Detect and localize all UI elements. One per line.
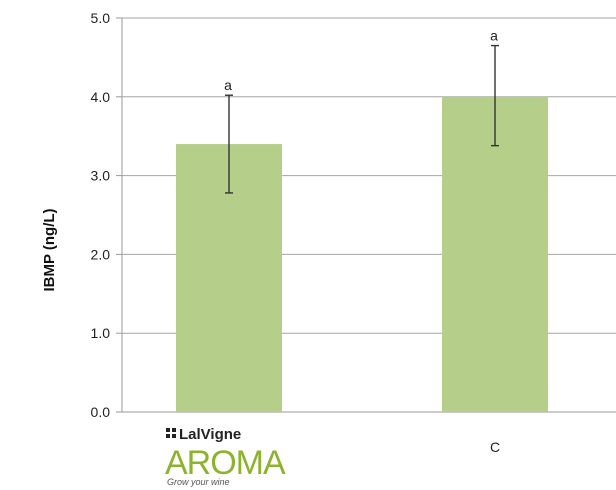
- y-tick-label: 1.0: [91, 325, 111, 341]
- significance-letter: a: [224, 77, 232, 93]
- y-axis-label: IBMP (ng/L): [41, 208, 58, 291]
- logo-brand-top: LalVigne: [179, 426, 241, 443]
- category-logo: LalVigne AROMA Grow your wine: [165, 426, 287, 487]
- y-axis-ticks: 0.0 1.0 2.0 3.0 4.0 5.0: [91, 10, 122, 420]
- error-bars: [225, 44, 499, 194]
- lalvigne-mark-icon: [166, 428, 176, 438]
- category-label-c: C: [490, 439, 500, 455]
- y-tick-label: 0.0: [91, 404, 111, 420]
- y-tick-label: 2.0: [91, 246, 111, 262]
- y-tick-label: 3.0: [91, 168, 111, 184]
- significance-letter: a: [490, 28, 498, 44]
- bar: [442, 96, 548, 413]
- logo-brand-main: AROMA: [165, 444, 286, 482]
- y-tick-label: 4.0: [91, 89, 111, 105]
- y-tick-label: 5.0: [91, 10, 111, 26]
- significance-letters: aa: [224, 28, 498, 94]
- logo-tagline: Grow your wine: [167, 477, 230, 487]
- bars: [176, 96, 548, 413]
